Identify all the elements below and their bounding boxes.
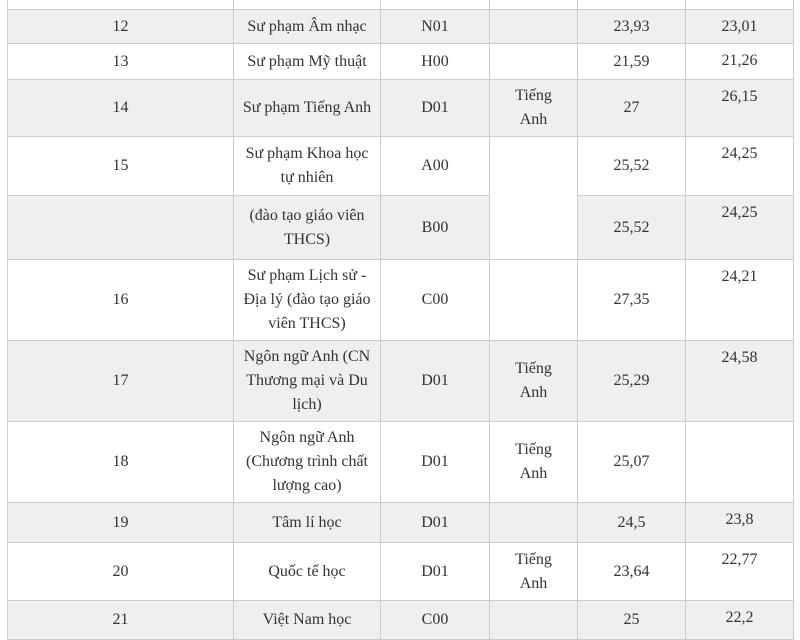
cell-subject: Tiếng Anh	[489, 421, 578, 503]
cell-no	[7, 195, 234, 260]
cell-no: 14	[7, 79, 234, 137]
cell-score2: 23,01	[685, 9, 794, 44]
cell-score1: 23,64	[577, 542, 686, 601]
cell-major: Sư phạm Âm nhạc	[233, 9, 381, 44]
cell-score1: 25,52	[577, 136, 686, 196]
cell-score1: 27	[577, 79, 686, 137]
cell-no: 19	[7, 502, 234, 543]
cell-score2	[685, 421, 794, 503]
cell-score2: 24,25	[685, 136, 794, 196]
cell-subject	[489, 136, 578, 260]
cell-major: Quốc tế học	[233, 542, 381, 601]
table-row: 12 Sư phạm Âm nhạc N01 23,93 23,01	[7, 9, 794, 44]
cell-code: D01	[380, 79, 490, 137]
table-row: 20 Quốc tế học D01 Tiếng Anh 23,64 22,77	[7, 542, 794, 601]
cell-score1: 25,07	[577, 421, 686, 503]
cell-score2: 24,25	[685, 195, 794, 260]
cell-major: Ngôn ngữ Anh (Chương trình chất lượng ca…	[233, 421, 381, 503]
cell-code: D01	[380, 340, 490, 422]
cell-subject	[489, 600, 578, 640]
cell-score2	[685, 0, 794, 10]
table-row: 13 Sư phạm Mỹ thuật H00 21,59 21,26	[7, 43, 794, 80]
cell-code: B00	[380, 195, 490, 260]
table-row: 14 Sư phạm Tiếng Anh D01 Tiếng Anh 27 26,15	[7, 79, 794, 137]
cell-subject: Tiếng Anh	[489, 79, 578, 137]
cell-score1: 25,29	[577, 340, 686, 422]
cell-no: 21	[7, 600, 234, 640]
cell-code: D01	[380, 421, 490, 503]
cell-score2: 24,21	[685, 259, 794, 341]
cell-score1: 25,52	[577, 195, 686, 260]
table-row: 15 Sư phạm Khoa học tự nhiên A00 25,52 24,25	[7, 136, 794, 260]
cell-code: C00	[380, 259, 490, 341]
cell-score1: 24,5	[577, 502, 686, 543]
cell-code: H00	[380, 43, 490, 80]
cell-no: 12	[7, 9, 234, 44]
cell-subject	[489, 259, 578, 341]
cell-subject	[489, 9, 578, 44]
cell-score1: 25	[577, 600, 686, 640]
cell-code	[380, 0, 490, 10]
cell-score2: 26,15	[685, 79, 794, 137]
cell-no: 13	[7, 43, 234, 80]
cell-major: Việt Nam học	[233, 600, 381, 640]
cell-major	[233, 0, 381, 10]
cell-score1	[577, 0, 686, 10]
cell-subject	[489, 0, 578, 10]
cell-subject	[489, 43, 578, 80]
cell-code: A00	[380, 136, 490, 196]
table-row: 17 Ngôn ngữ Anh (CN Thương mại và Du lịch…	[7, 340, 794, 422]
table-row: 16 Sư phạm Lịch sử - Địa lý (đào tạo giáo…	[7, 259, 794, 341]
cell-score1: 27,35	[577, 259, 686, 341]
cell-major: Sư phạm Khoa học tự nhiên	[233, 136, 381, 196]
cell-score2: 22,77	[685, 542, 794, 601]
cell-no: 16	[7, 259, 234, 341]
table-row: 21 Việt Nam học C00 25 22,2	[7, 600, 794, 640]
table-row: (đào tạo giáo viên THCS) B00 25,52 24,25	[7, 195, 794, 260]
cell-major: Sư phạm Lịch sử - Địa lý (đào tạo giáo v…	[233, 259, 381, 341]
cell-score1: 21,59	[577, 43, 686, 80]
cell-subject: Tiếng Anh	[489, 542, 578, 601]
cell-subject: Tiếng Anh	[489, 340, 578, 422]
cell-no	[7, 0, 234, 10]
cell-major: Tâm lí học	[233, 502, 381, 543]
cell-code: D01	[380, 542, 490, 601]
cell-no: 17	[7, 340, 234, 422]
cell-no: 20	[7, 542, 234, 601]
cell-score2: 22,2	[685, 600, 794, 640]
cell-code: D01	[380, 502, 490, 543]
table-row: 19 Tâm lí học D01 24,5 23,8	[7, 502, 794, 543]
cell-score2: 21,26	[685, 43, 794, 80]
cell-major: Sư phạm Tiếng Anh	[233, 79, 381, 137]
cell-code: N01	[380, 9, 490, 44]
table-row: 18 Ngôn ngữ Anh (Chương trình chất lượng …	[7, 421, 794, 503]
cell-subject	[489, 502, 578, 543]
cell-major: Sư phạm Mỹ thuật	[233, 43, 381, 80]
table-body: 12 Sư phạm Âm nhạc N01 23,93 23,01 13 Sư phạm …	[7, 0, 794, 640]
cell-score2: 23,8	[685, 502, 794, 543]
partial-row-top	[7, 0, 794, 10]
cell-no: 15	[7, 136, 234, 196]
cell-major: Ngôn ngữ Anh (CN Thương mại và Du lịch)	[233, 340, 381, 422]
admission-scores-table: 12 Sư phạm Âm nhạc N01 23,93 23,01 13 Sư phạm …	[7, 0, 794, 640]
cell-code: C00	[380, 600, 490, 640]
cell-no: 18	[7, 421, 234, 503]
cell-major: (đào tạo giáo viên THCS)	[233, 195, 381, 260]
cell-score2: 24,58	[685, 340, 794, 422]
cell-score1: 23,93	[577, 9, 686, 44]
